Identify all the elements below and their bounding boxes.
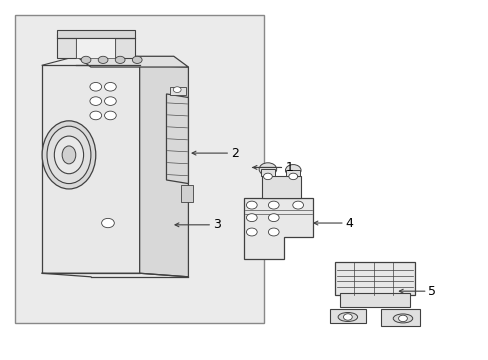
Bar: [334, 262, 414, 295]
Circle shape: [285, 165, 301, 176]
Bar: [57, 31, 135, 39]
Polygon shape: [140, 65, 188, 277]
Circle shape: [104, 82, 116, 91]
Bar: [15, 15, 264, 323]
Bar: [339, 293, 409, 307]
Ellipse shape: [337, 312, 357, 321]
Polygon shape: [380, 309, 419, 326]
Bar: [57, 34, 76, 58]
Circle shape: [81, 56, 91, 63]
Circle shape: [90, 97, 102, 105]
Polygon shape: [329, 309, 366, 323]
Bar: [260, 168, 275, 176]
Text: 2: 2: [230, 147, 238, 159]
Polygon shape: [76, 56, 188, 67]
Ellipse shape: [47, 126, 91, 184]
Circle shape: [132, 56, 142, 63]
Text: 5: 5: [427, 285, 435, 298]
Text: 3: 3: [212, 218, 220, 231]
Circle shape: [268, 214, 279, 222]
Text: 4: 4: [345, 216, 353, 230]
Bar: [181, 185, 193, 202]
Bar: [169, 87, 186, 95]
Circle shape: [246, 228, 257, 236]
Circle shape: [246, 214, 257, 222]
Circle shape: [90, 82, 102, 91]
Circle shape: [104, 97, 116, 105]
Bar: [115, 39, 135, 58]
Ellipse shape: [392, 314, 412, 323]
Circle shape: [268, 201, 279, 209]
Ellipse shape: [54, 136, 83, 174]
Circle shape: [263, 173, 272, 180]
Circle shape: [288, 173, 297, 180]
Text: 1: 1: [285, 161, 293, 174]
Ellipse shape: [42, 121, 96, 189]
Circle shape: [259, 163, 276, 176]
Circle shape: [398, 315, 407, 321]
Polygon shape: [244, 198, 312, 259]
Polygon shape: [42, 65, 140, 273]
Circle shape: [98, 56, 108, 63]
Ellipse shape: [62, 146, 76, 164]
Bar: [285, 170, 299, 176]
Polygon shape: [166, 94, 188, 184]
Circle shape: [102, 219, 114, 228]
Circle shape: [343, 314, 351, 320]
Circle shape: [90, 111, 102, 120]
Circle shape: [115, 56, 125, 63]
Circle shape: [173, 87, 181, 93]
Circle shape: [246, 201, 257, 209]
Circle shape: [104, 111, 116, 120]
Bar: [76, 39, 115, 58]
Circle shape: [292, 201, 303, 209]
Polygon shape: [261, 176, 300, 198]
Circle shape: [268, 228, 279, 236]
